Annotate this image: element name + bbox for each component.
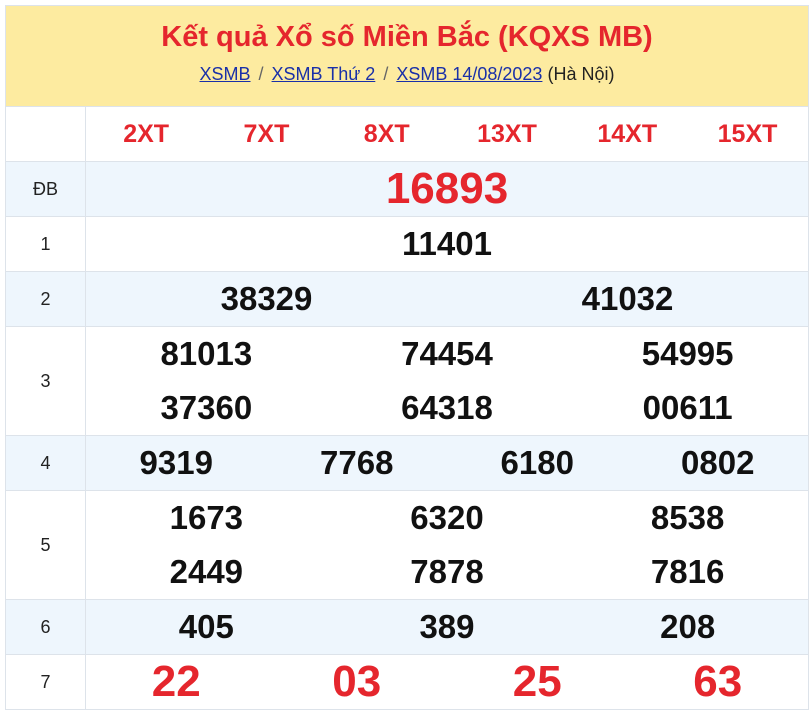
prize-label: 2: [6, 272, 86, 326]
prize-number: 9319: [139, 444, 213, 481]
region-label: (Hà Nội): [547, 64, 615, 84]
prize-cells: 16893: [86, 162, 808, 216]
prize-number: 208: [660, 608, 716, 645]
breadcrumb-xsmb[interactable]: XSMB: [199, 64, 251, 84]
prize-row: 7 22 03 25 63: [6, 654, 808, 709]
prize-number: 6320: [410, 499, 484, 536]
prize-number: 64318: [401, 389, 493, 426]
prize-cells: 22 03 25 63: [86, 655, 808, 709]
prize-label: 7: [6, 655, 86, 709]
codes-row: 2XT 7XT 8XT 13XT 14XT 15XT: [6, 106, 808, 161]
prize-number: 74454: [401, 335, 493, 372]
prize-label: 4: [6, 436, 86, 490]
prize-number: 03: [332, 657, 382, 706]
results-table: Kết quả Xổ số Miền Bắc (KQXS MB) XSMB / XS…: [5, 5, 809, 710]
prize-number: 00611: [642, 389, 733, 426]
code-cell: 13XT: [477, 119, 537, 148]
row-label: [6, 107, 86, 161]
code-cell: 14XT: [597, 119, 658, 148]
code-cell: 8XT: [363, 119, 410, 148]
prize-label: 1: [6, 217, 86, 271]
prize-row: 6 405 389 208: [6, 599, 808, 654]
page-title: Kết quả Xổ số Miền Bắc (KQXS MB): [161, 21, 653, 53]
breadcrumb-separator: /: [383, 64, 389, 84]
breadcrumb-xsmb-date[interactable]: XSMB 14/08/2023: [396, 64, 543, 84]
prize-number: 7816: [650, 553, 725, 590]
prize-number: 8538: [650, 499, 725, 536]
prize-label: ĐB: [6, 162, 86, 216]
prize-cells: 11401: [86, 217, 808, 271]
breadcrumb-separator: /: [258, 64, 264, 84]
prize-cells: 405 389 208: [86, 600, 808, 654]
code-cell: 15XT: [717, 119, 778, 148]
prize-number: 16893: [385, 164, 509, 213]
prize-cells: 81013 74454 54995 37360 64318 00611: [86, 327, 808, 435]
prize-label: 5: [6, 491, 86, 599]
prize-row: 2 38329 41032: [6, 271, 808, 326]
prize-number: 405: [178, 608, 234, 645]
codes-cells: 2XT 7XT 8XT 13XT 14XT 15XT: [86, 107, 808, 161]
prize-number: 7878: [410, 553, 484, 590]
prize-number: 1673: [169, 499, 244, 536]
code-cell: 7XT: [243, 119, 290, 148]
prize-cells: 1673 6320 8538 2449 7878 7816: [86, 491, 808, 599]
prize-cells: 9319 7768 6180 0802: [86, 436, 808, 490]
prize-row: ĐB 16893: [6, 161, 808, 216]
prize-number: 38329: [220, 280, 313, 317]
prize-label: 6: [6, 600, 86, 654]
breadcrumb: XSMB / XSMB Thứ 2 / XSMB 14/08/2023 (Hà Nội): [6, 64, 808, 85]
prize-number: 6180: [500, 444, 574, 481]
prize-number: 389: [419, 608, 475, 645]
code-cell: 2XT: [123, 119, 170, 148]
prize-number: 11401: [402, 225, 492, 262]
prize-number: 41032: [581, 280, 674, 317]
prize-number: 25: [512, 657, 562, 706]
prize-row: 4 9319 7768 6180 0802: [6, 435, 808, 490]
prize-number: 37360: [160, 389, 253, 426]
prize-row: 5 1673 6320 8538 2449 7878 7816: [6, 490, 808, 599]
prize-number: 22: [151, 657, 201, 706]
prize-number: 81013: [160, 335, 253, 372]
prize-number: 63: [693, 657, 743, 706]
prize-number: 2449: [169, 553, 244, 590]
prize-number: 0802: [681, 444, 755, 481]
prize-label: 3: [6, 327, 86, 435]
breadcrumb-xsmb-thu-2[interactable]: XSMB Thứ 2: [271, 64, 376, 84]
prize-row: 3 81013 74454 54995 37360 64318 00611: [6, 326, 808, 435]
prize-rows: ĐB 16893 1 11401 2 38329 41032 3 81013 74454 54995…: [6, 161, 808, 709]
prize-cells: 38329 41032: [86, 272, 808, 326]
header: Kết quả Xổ số Miền Bắc (KQXS MB) XSMB / XS…: [6, 6, 808, 106]
prize-number: 7768: [320, 444, 394, 481]
prize-number: 54995: [641, 335, 734, 372]
prize-row: 1 11401: [6, 216, 808, 271]
